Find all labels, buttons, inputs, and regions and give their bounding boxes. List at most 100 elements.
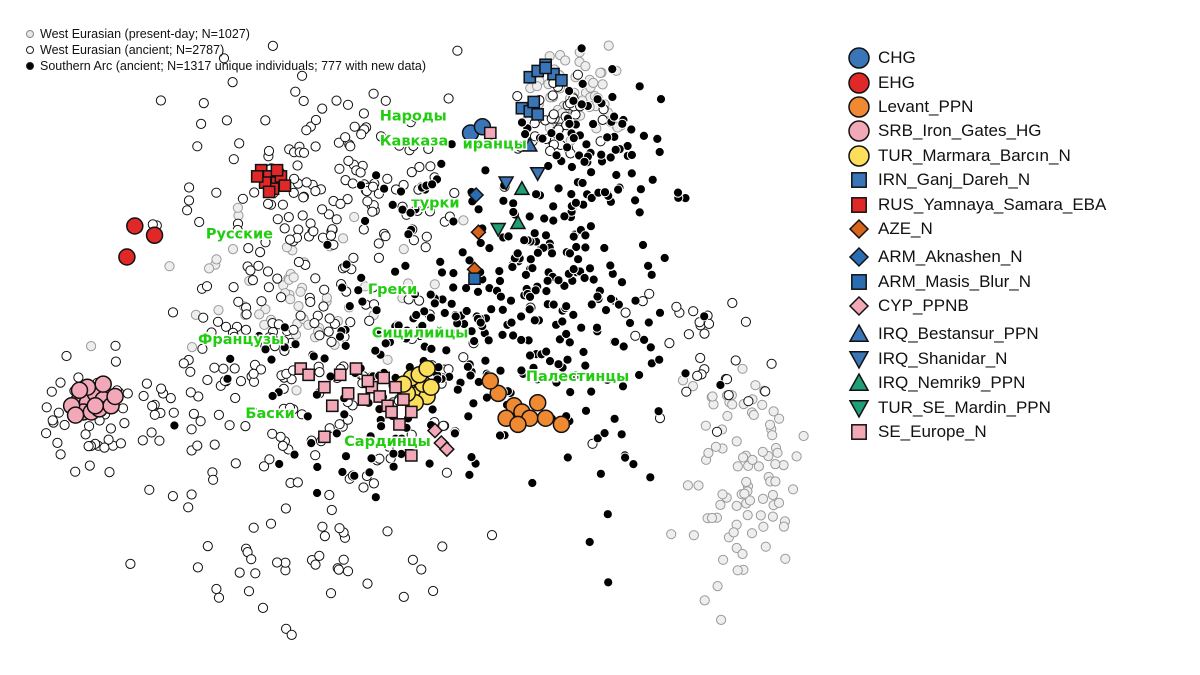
point-levant-ppn: [481, 372, 500, 390]
southern-arc-point: [469, 336, 480, 347]
southern-arc-point: [426, 343, 437, 354]
southern-arc-point: [464, 469, 475, 480]
ancient-point: [383, 441, 394, 452]
legend-entry: ARM_Masis_Blur_N: [846, 270, 1106, 294]
southern-arc-point: [366, 453, 377, 464]
present-day-point: [86, 341, 97, 352]
ancient-point: [250, 568, 261, 579]
southern-arc-point: [370, 345, 381, 356]
southern-arc-point: [553, 275, 564, 286]
ancient-point: [292, 477, 303, 488]
ancient-point: [99, 442, 110, 453]
ancient-point: [292, 160, 303, 171]
ancient-point: [279, 223, 290, 234]
ancient-point: [110, 356, 122, 367]
ancient-point: [168, 407, 179, 418]
ancient-point: [727, 297, 738, 309]
southern-arc-point: [376, 421, 387, 432]
ancient-point: [198, 312, 209, 323]
southern-arc-point: [516, 365, 527, 376]
present-day-point: [768, 406, 779, 417]
ancient-point: [334, 523, 345, 534]
legend-entry: Levant_PPN: [846, 95, 1106, 119]
ancient-point: [443, 93, 454, 104]
ancient-point: [699, 328, 710, 339]
southern-arc-point: [308, 351, 319, 362]
legend-ancient: West Eurasian (ancient; N=2787): [26, 42, 426, 58]
ancient-point: [284, 234, 296, 245]
southern-arc-point: [537, 133, 548, 144]
legend-marker-icon: [848, 218, 870, 239]
present-day-point: [682, 480, 694, 491]
ancient-point: [192, 440, 203, 451]
ancient-point: [243, 586, 255, 597]
ancient-point: [420, 242, 431, 253]
southern-arc-point: [573, 254, 584, 265]
southern-arc-point: [254, 330, 265, 342]
ancient-point: [220, 321, 232, 332]
ancient-point: [340, 132, 351, 143]
ancient-point: [264, 454, 275, 465]
present-day-point: [403, 278, 414, 289]
ancient-point: [237, 193, 248, 204]
southern-arc-point: [544, 356, 556, 367]
ancient-point: [449, 187, 460, 199]
ancient-point: [167, 491, 178, 502]
point-levant-ppn: [509, 415, 527, 434]
ancient-point: [298, 192, 309, 203]
southern-arc-point: [528, 362, 539, 373]
ancient-point: [240, 324, 252, 335]
southern-arc-point: [379, 183, 390, 194]
southern-arc-point: [494, 430, 506, 441]
southern-arc-point: [531, 189, 542, 200]
southern-arc-point: [607, 91, 618, 103]
southern-arc-point: [607, 64, 618, 75]
point-rus-yamnaya-samara-eba: [278, 179, 292, 193]
present-day-point: [588, 77, 599, 89]
ancient-point: [229, 363, 240, 374]
southern-arc-point: [592, 94, 603, 105]
southern-arc-point: [466, 452, 477, 463]
legend-marker: [848, 247, 870, 268]
point-irn-ganj-dareh-n: [527, 95, 541, 109]
southern-arc-point: [169, 420, 180, 431]
ancient-point: [165, 393, 176, 404]
ancient-point: [486, 530, 498, 541]
ancient-point: [185, 387, 196, 398]
point-se-europe-n: [373, 390, 387, 403]
ancient-point: [297, 70, 308, 81]
ancient-point: [424, 206, 436, 217]
southern-arc-point: [561, 301, 572, 312]
southern-arc-point: [634, 207, 645, 218]
southern-arc-point: [461, 305, 472, 317]
southern-arc-point: [596, 149, 607, 160]
southern-arc-point: [337, 282, 348, 293]
southern-arc-point: [548, 299, 559, 310]
ancient-point: [314, 367, 325, 378]
ancient-point: [247, 275, 258, 286]
ancient-point: [398, 591, 409, 603]
legend-marker-icon: [848, 145, 870, 167]
point-ehg: [126, 217, 144, 235]
present-day-point: [707, 391, 718, 402]
southern-arc-point: [643, 260, 654, 271]
ancient-point: [334, 419, 345, 430]
ancient-point: [284, 402, 296, 413]
ancient-point: [52, 437, 63, 448]
legend-entry: CYP_PPNB: [846, 294, 1106, 318]
ancient-point: [325, 588, 337, 599]
southern-arc-point: [630, 195, 641, 206]
southern-arc-point: [388, 448, 399, 459]
southern-arc-point: [495, 365, 506, 376]
present-day-point: [737, 548, 748, 560]
ancient-point: [681, 386, 692, 397]
point-irq-nemrik9-ppn: [513, 180, 531, 196]
point-se-europe-n: [318, 430, 331, 444]
southern-arc-point: [603, 577, 614, 588]
ancient-point: [110, 340, 121, 351]
ancient-point: [425, 161, 436, 172]
southern-arc-point: [529, 228, 540, 239]
ancient-point: [630, 330, 641, 341]
ancient-point: [407, 554, 418, 566]
southern-arc-point: [222, 373, 233, 384]
